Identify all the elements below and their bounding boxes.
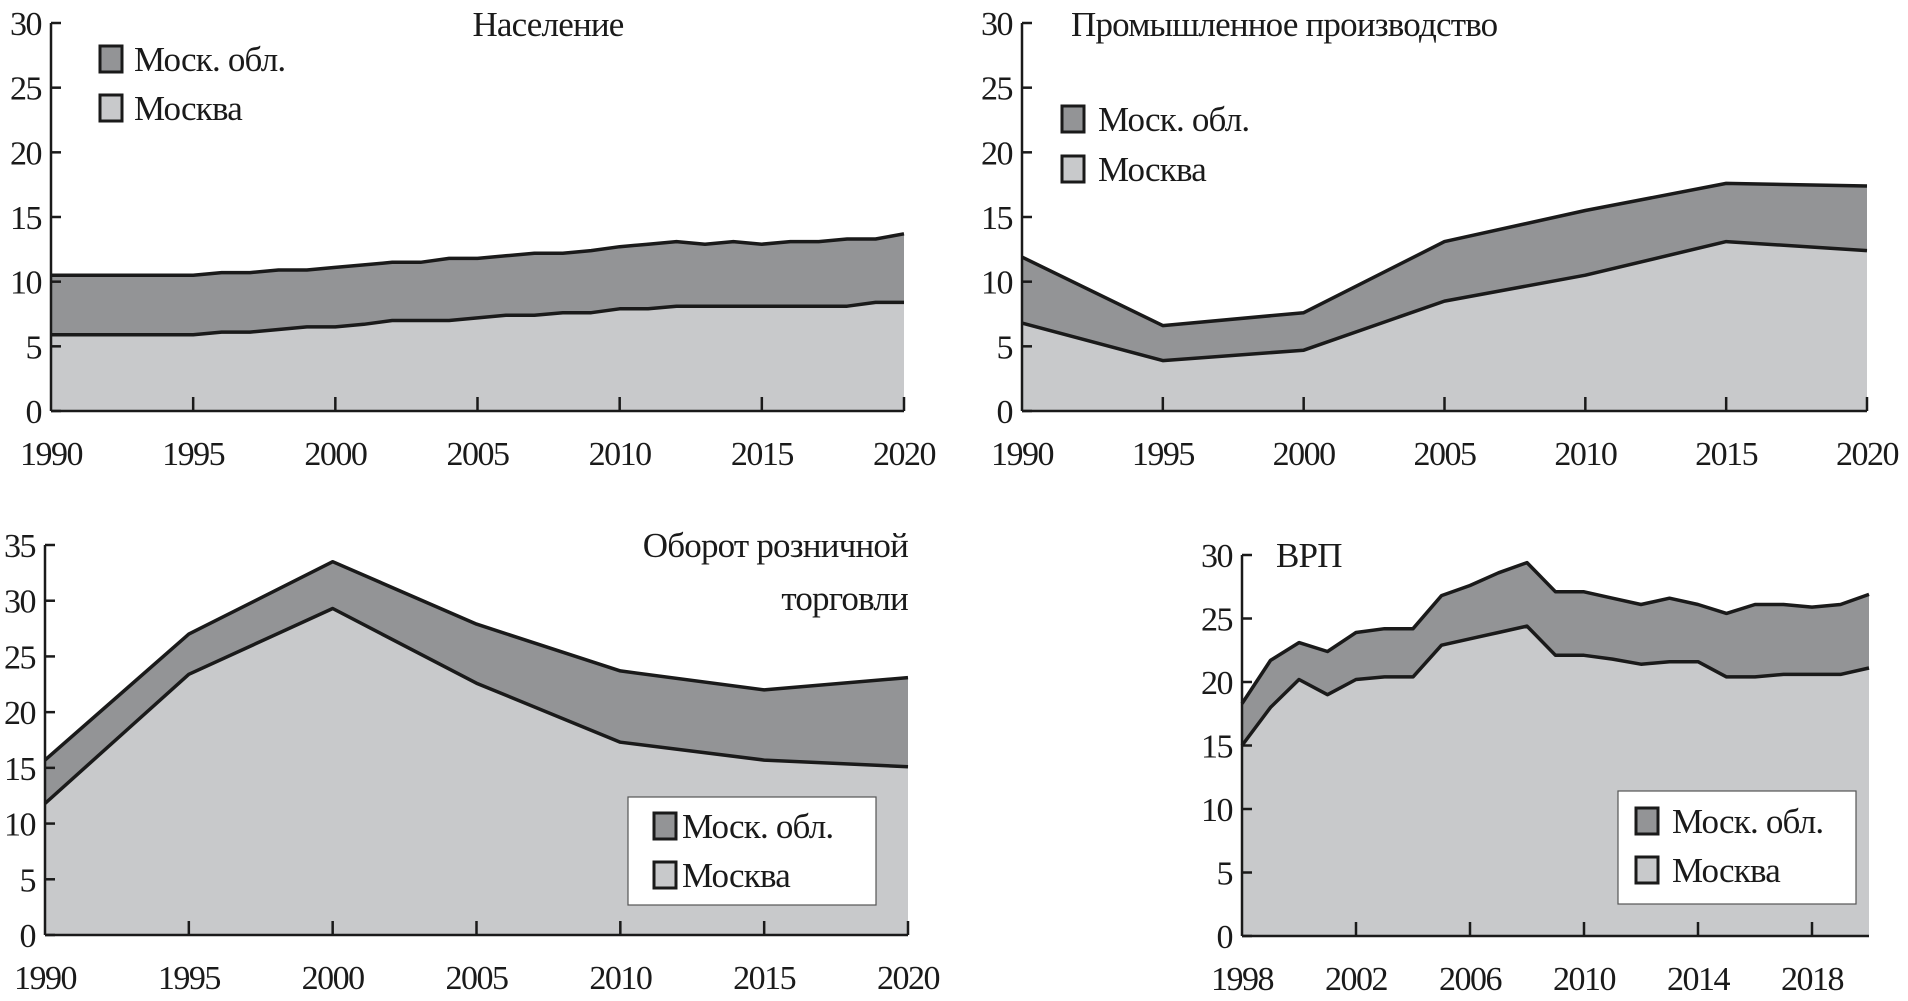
x-tick-label: 1990	[20, 436, 83, 473]
x-tick-label: 1995	[1132, 436, 1195, 473]
x-tick-label: 2010	[1554, 436, 1617, 473]
y-tick-label: 25	[981, 71, 1013, 108]
x-tick-label: 2000	[304, 436, 367, 473]
chart-title: торговли	[781, 579, 908, 618]
x-tick-label: 2015	[1695, 436, 1758, 473]
x-tick-label: 2014	[1667, 961, 1731, 998]
y-tick-label: 25	[10, 71, 42, 108]
legend: Моск. обл. Москва	[1060, 100, 1250, 189]
legend-swatch-moscow-region	[98, 44, 124, 74]
y-tick-label: 0	[1217, 919, 1233, 956]
x-tick-label: 2010	[1553, 961, 1616, 998]
y-tick-label: 10	[4, 807, 36, 844]
legend-label: Моск. обл.	[682, 807, 833, 846]
legend-label: Моск. обл.	[1672, 802, 1823, 841]
legend: Моск. обл. Москва	[627, 796, 877, 906]
chart-panel-3: 0 5 10 15 20 25 30 35 1990 1995 2000 2005 2010 2015 20…	[4, 526, 941, 997]
x-tick-label: 2002	[1325, 961, 1388, 998]
legend-label: Москва	[682, 856, 791, 895]
y-tick-label: 20	[981, 135, 1013, 172]
y-tick-label: 30	[981, 6, 1013, 43]
y-tick-label: 0	[20, 918, 36, 955]
x-tick-label: 2010	[589, 436, 652, 473]
legend-label: Москва	[134, 89, 243, 128]
x-tick-label: 2005	[446, 960, 509, 997]
legend-swatch-moscow-region	[652, 811, 678, 841]
area-moscow	[51, 302, 904, 411]
y-tick-label: 5	[997, 329, 1013, 366]
legend: Моск. обл. Москва	[1617, 790, 1857, 905]
y-tick-label: 5	[20, 862, 36, 899]
y-tick-label: 30	[10, 6, 42, 43]
legend-label: Москва	[1672, 851, 1781, 890]
x-tick-label: 2000	[1273, 436, 1336, 473]
x-tick-label: 2005	[447, 436, 510, 473]
legend-swatch-moscow	[1060, 154, 1086, 184]
x-tick-label: 2010	[589, 960, 652, 997]
y-tick-label: 25	[4, 639, 36, 676]
legend-swatch-moscow	[1634, 855, 1660, 885]
legend-swatch-moscow	[652, 860, 678, 890]
x-tick-label: 1990	[991, 436, 1054, 473]
area-moscow	[1022, 241, 1867, 411]
y-tick-label: 15	[4, 751, 36, 788]
x-tick-label: 2020	[877, 960, 940, 997]
legend-label: Москва	[1098, 150, 1207, 189]
legend-swatch-moscow	[98, 93, 124, 123]
x-tick-label: 2005	[1414, 436, 1477, 473]
x-tick-label: 2006	[1439, 961, 1502, 998]
legend-label: Моск. обл.	[134, 40, 285, 79]
legend-label: Моск. обл.	[1098, 100, 1249, 139]
x-tick-label: 2015	[733, 960, 796, 997]
legend-swatch-moscow-region	[1634, 806, 1660, 836]
y-tick-label: 0	[26, 394, 42, 431]
x-tick-label: 2018	[1781, 961, 1844, 998]
legend: Моск. обл. Москва	[98, 40, 286, 128]
x-tick-label: 1995	[162, 436, 225, 473]
x-tick-label: 2020	[873, 436, 936, 473]
chart-title: ВРП	[1276, 536, 1342, 575]
chart-title: Оборот розничной	[643, 526, 908, 565]
chart-panel-1: 0 5 10 15 20 25 30 1990 1995 2000 2005 2010 2015 2020…	[10, 5, 937, 473]
y-tick-label: 25	[1201, 602, 1233, 639]
y-tick-label: 10	[981, 265, 1013, 302]
x-tick-label: 2000	[302, 960, 365, 997]
y-tick-label: 20	[4, 695, 36, 732]
y-tick-label: 15	[10, 200, 42, 237]
chart-panel-2: 0 5 10 15 20 25 30 1990 1995 2000 2005 2010 2015 2020…	[981, 5, 1900, 473]
chart-panel-4: 0 5 10 15 20 25 30 1998 2002 2006 2010 2014 2018 ВРП М…	[1201, 536, 1870, 998]
x-tick-label: 1998	[1211, 961, 1274, 998]
chart-title: Промышленное производство	[1071, 5, 1498, 44]
y-tick-label: 15	[981, 200, 1013, 237]
x-tick-label: 1990	[14, 960, 77, 997]
x-tick-label: 2020	[1836, 436, 1899, 473]
chart-title: Население	[472, 5, 623, 44]
y-tick-label: 5	[26, 329, 42, 366]
y-tick-label: 30	[4, 584, 36, 621]
x-tick-label: 1995	[158, 960, 221, 997]
y-tick-label: 20	[10, 135, 42, 172]
x-tick-label: 2015	[731, 436, 794, 473]
y-tick-label: 20	[1201, 665, 1233, 702]
y-tick-label: 30	[1201, 538, 1233, 575]
y-tick-label: 10	[1201, 792, 1233, 829]
y-tick-label: 5	[1217, 856, 1233, 893]
y-tick-label: 15	[1201, 729, 1233, 766]
legend-swatch-moscow-region	[1060, 104, 1086, 134]
y-tick-label: 10	[10, 265, 42, 302]
y-tick-label: 0	[997, 394, 1013, 431]
y-tick-label: 35	[4, 528, 36, 565]
